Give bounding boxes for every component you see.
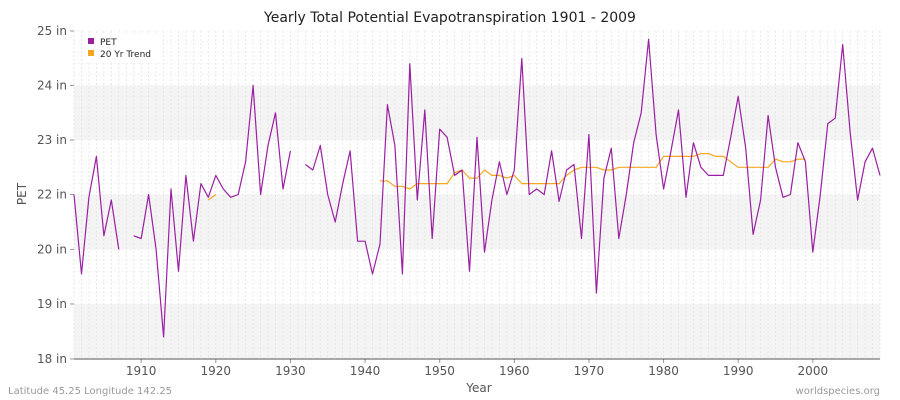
chart-title: Yearly Total Potential Evapotranspiratio… [263,10,636,26]
x-tick-label: 1990 [723,364,754,378]
series-lines [73,38,881,338]
pet-series-line [305,38,881,294]
x-tick-label: 1930 [275,364,306,378]
pet-series-line [73,155,120,275]
footer-coordinates: Latitude 45.25 Longitude 142.25 [8,386,172,397]
legend: PET 20 Yr Trend [82,34,162,62]
y-axis-label: PET [15,182,29,205]
legend-label-pet: PET [100,38,117,48]
footer-source: worldspecies.org [796,386,880,397]
x-axis-ticks: 1910 1920 1930 1940 1950 1960 1970 1980 1990 2000 [126,359,828,378]
x-tick-label: 1910 [126,364,157,378]
legend-swatch-trend [88,50,94,56]
y-tick-label: 24 in [37,79,67,93]
y-tick-label: 22 in [37,188,67,202]
y-tick-label: 23 in [37,133,67,147]
trend-series-line [207,194,217,201]
x-axis-label: Year [465,381,491,395]
x-tick-label: 2000 [798,364,829,378]
pet-series-line [133,84,291,338]
y-tick-label: 18 in [37,352,67,366]
x-tick-label: 1940 [350,364,381,378]
x-tick-label: 1950 [424,364,455,378]
legend-label-trend: 20 Yr Trend [100,50,151,60]
trend-series-line [380,153,806,190]
legend-box [82,34,162,62]
x-tick-label: 1970 [574,364,605,378]
y-tick-label: 19 in [37,297,67,311]
x-tick-label: 1980 [648,364,679,378]
y-tick-label: 20 in [37,243,67,257]
legend-swatch-pet [88,38,94,44]
x-tick-label: 1960 [499,364,530,378]
x-tick-label: 1920 [201,364,232,378]
y-axis-ticks: 18 in 19 in 20 in 22 in 23 in 24 in 25 in [37,24,74,366]
y-tick-label: 25 in [37,24,67,38]
